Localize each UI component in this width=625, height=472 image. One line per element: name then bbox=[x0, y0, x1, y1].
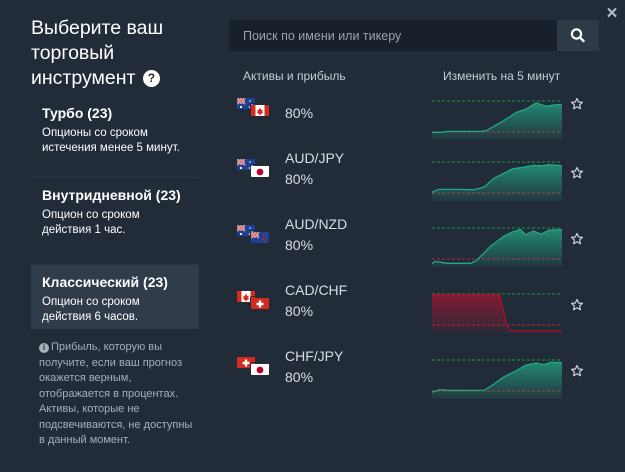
flag-ca-icon bbox=[251, 104, 269, 116]
price-sparkline bbox=[431, 161, 563, 201]
price-sparkline bbox=[431, 227, 563, 267]
asset-row[interactable]: CHF/JPY 80% bbox=[229, 348, 599, 418]
currency-flags bbox=[237, 290, 271, 312]
star-icon[interactable] bbox=[570, 364, 584, 378]
search-button[interactable] bbox=[557, 20, 599, 51]
asset-name: CHF/JPY bbox=[285, 348, 344, 364]
currency-flags bbox=[237, 97, 271, 119]
close-icon[interactable]: ✕ bbox=[605, 5, 619, 22]
asset-payout: 80% bbox=[285, 237, 314, 253]
category-description: Опцион со сроком действия 6 часов. bbox=[42, 296, 140, 323]
flag-au-icon bbox=[237, 224, 255, 236]
category-turbo[interactable]: Турбо (23) Опционы со сроком истечения м… bbox=[31, 96, 199, 178]
asset-row[interactable]: 80% bbox=[229, 88, 599, 154]
star-icon[interactable] bbox=[570, 166, 584, 180]
flag-ch-icon bbox=[237, 356, 255, 368]
flag-jp-icon bbox=[251, 165, 269, 177]
category-classic[interactable]: Классический (23) Опцион со сроком дейст… bbox=[31, 265, 199, 329]
flag-ca-icon bbox=[237, 290, 255, 302]
star-icon[interactable] bbox=[570, 97, 584, 111]
panel-title: Выберите ваш торговый инструмент ? bbox=[31, 16, 201, 91]
search-icon bbox=[570, 28, 585, 43]
flag-nz-icon bbox=[251, 231, 269, 243]
category-name: Классический (23) bbox=[42, 274, 168, 290]
price-sparkline bbox=[431, 100, 563, 140]
category-description: Опционы со сроком истечения менее 5 мину… bbox=[42, 127, 180, 154]
asset-row[interactable]: CAD/CHF 80% bbox=[229, 282, 599, 352]
search-bar bbox=[229, 20, 599, 51]
currency-flags bbox=[237, 356, 271, 378]
help-icon[interactable]: ? bbox=[142, 70, 160, 87]
flag-au-icon bbox=[237, 158, 255, 170]
search-input[interactable] bbox=[229, 20, 557, 51]
category-list: Турбо (23) Опционы со сроком истечения м… bbox=[31, 96, 199, 329]
info-text: Прибыль, которую вы получите, если ваш п… bbox=[39, 341, 193, 446]
currency-flags bbox=[237, 158, 271, 180]
category-description: Опцион со сроком действия 1 час. bbox=[42, 209, 140, 236]
currency-flags bbox=[237, 224, 271, 246]
asset-name: AUD/NZD bbox=[285, 216, 348, 232]
asset-payout: 80% bbox=[285, 369, 314, 385]
category-name: Турбо (23) bbox=[42, 105, 113, 121]
asset-name: CAD/CHF bbox=[285, 282, 348, 298]
asset-payout: 80% bbox=[285, 105, 314, 121]
asset-payout: 80% bbox=[285, 171, 314, 187]
category-name: Внутридневной (23) bbox=[42, 187, 181, 203]
price-sparkline bbox=[432, 293, 562, 333]
price-sparkline bbox=[431, 359, 563, 399]
column-header-assets: Активы и прибыль bbox=[243, 69, 346, 83]
flag-ch-icon bbox=[251, 297, 269, 309]
flag-au-icon bbox=[237, 97, 255, 109]
category-intraday[interactable]: Внутридневной (23) Опцион со сроком дейс… bbox=[31, 178, 199, 265]
info-icon: i bbox=[39, 343, 49, 353]
asset-name: AUD/JPY bbox=[285, 150, 345, 166]
info-note: i Прибыль, которую вы получите, если ваш … bbox=[39, 340, 201, 449]
star-icon[interactable] bbox=[570, 232, 584, 246]
column-header-change: Изменить на 5 минут bbox=[443, 69, 561, 83]
asset-row[interactable]: AUD/JPY 80% bbox=[229, 150, 599, 220]
flag-jp-icon bbox=[251, 363, 269, 375]
panel-title-text: Выберите ваш торговый инструмент bbox=[31, 17, 164, 89]
star-icon[interactable] bbox=[570, 298, 584, 312]
asset-row[interactable]: AUD/NZD 80% bbox=[229, 216, 599, 286]
asset-payout: 80% bbox=[285, 303, 314, 319]
